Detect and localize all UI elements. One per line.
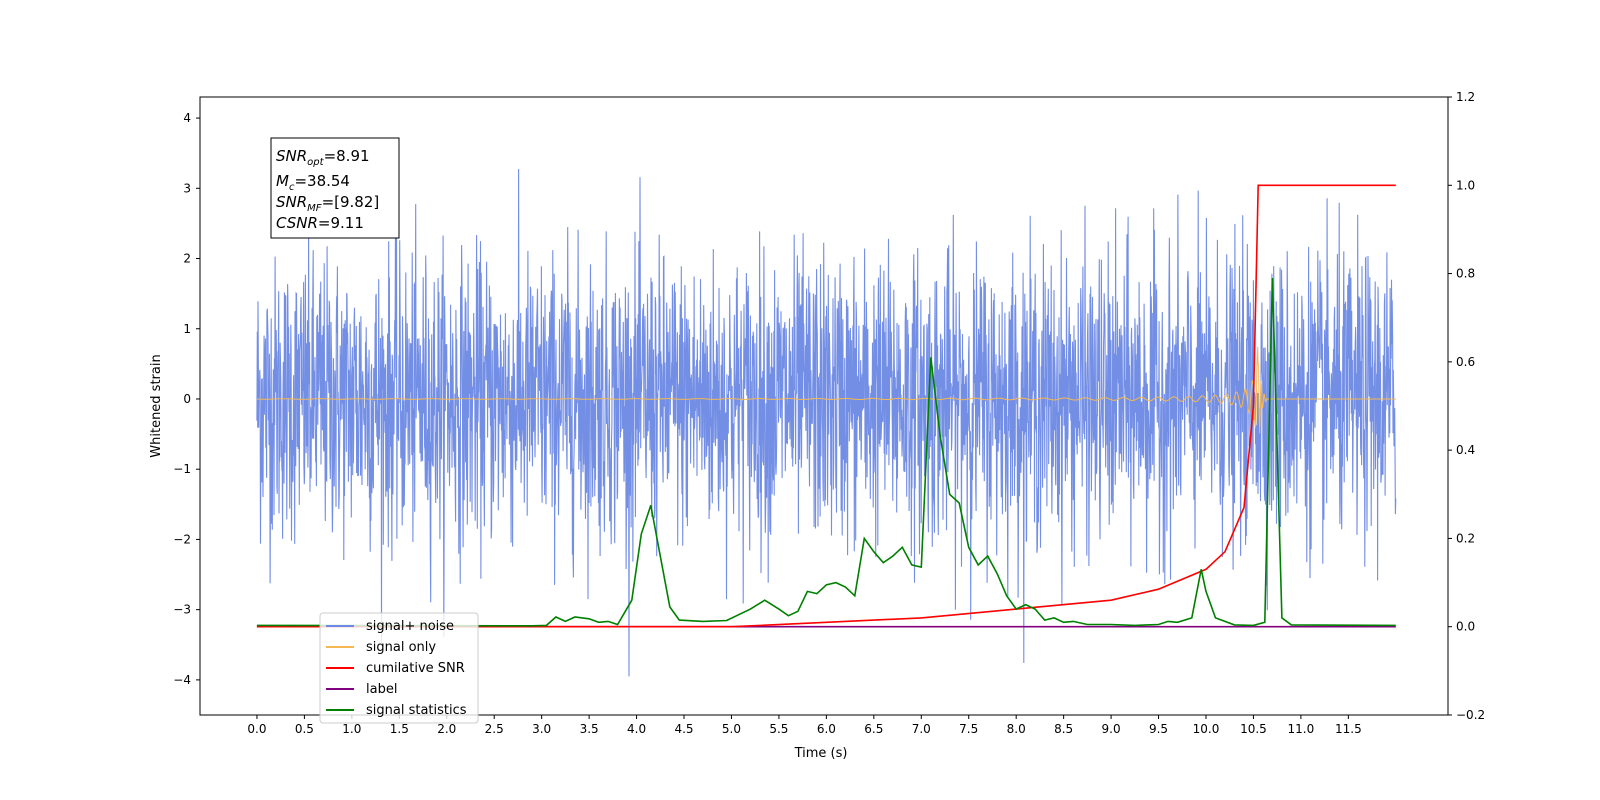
y-tick-label: −3 [173,603,191,617]
x-tick-label: 11.5 [1335,722,1362,736]
y2-tick-label: −0.2 [1456,708,1485,722]
series-signal-statistics [256,277,1396,627]
y2-tick-label: 0.4 [1456,443,1475,457]
annotation-mc: Mc=38.54 [276,172,350,193]
legend-label: signal only [366,640,436,655]
legend: signal+ noise signal only cumilative SNR la… [319,612,479,724]
x-tick-label: 10.5 [1240,722,1267,736]
y-tick-label: −2 [173,532,191,546]
x-tick-label: 3.5 [580,722,599,736]
y-tick-label: 4 [183,111,191,125]
annotation-box: SNRopt=8.91 Mc=38.54 SNRMF=[9.82] CSNR=9… [270,137,400,239]
series-signal-only [256,346,1396,434]
x-tick-label: 0.5 [295,722,314,736]
y-axis-label: Whitened strain [149,354,164,457]
x-tick-label: 5.5 [769,722,788,736]
y-axis-left: 4 3 2 1 0 −1 −2 −3 −4 [173,111,200,687]
plot-frame [199,96,1449,716]
x-tick-label: 9.5 [1149,722,1168,736]
annotation-csnr: CSNR=9.11 [276,214,364,232]
x-tick-label: 0.0 [247,722,266,736]
y-axis-right: 1.2 1.0 0.8 0.6 0.4 0.2 0.0 −0.2 [1448,90,1485,722]
x-tick-label: 4.0 [627,722,646,736]
y2-tick-label: 0.8 [1456,267,1475,281]
x-tick-label: 5.0 [722,722,741,736]
x-tick-label: 9.0 [1102,722,1121,736]
x-tick-label: 11.0 [1288,722,1315,736]
series-cumilative-snr [256,184,1396,628]
x-tick-label: 2.5 [485,722,504,736]
legend-label: signal statistics [366,703,467,718]
y2-tick-label: 0.2 [1456,531,1475,545]
x-tick-label: 6.5 [864,722,883,736]
legend-label: signal+ noise [366,619,454,634]
series-signal-noise [256,168,1397,677]
x-tick-label: 1.5 [390,722,409,736]
x-axis: 0.0 0.5 1.0 1.5 2.0 2.5 3.0 3.5 4.0 4.5 5.0 5.5 6.0 6… [247,715,1362,736]
y2-tick-label: 0.0 [1456,620,1475,634]
x-tick-label: 4.5 [674,722,693,736]
legend-label: cumilative SNR [366,661,465,676]
y-tick-label: 3 [183,181,191,195]
y-tick-label: 0 [183,392,191,406]
x-axis-label: Time (s) [794,746,848,761]
y-tick-label: −1 [173,462,191,476]
y2-tick-label: 0.6 [1456,355,1475,369]
y2-tick-label: 1.2 [1456,90,1475,104]
x-tick-label: 8.5 [1054,722,1073,736]
x-tick-label: 8.0 [1007,722,1026,736]
annotation-snr-opt: SNRopt=8.91 [276,147,370,168]
y-tick-label: 2 [183,252,191,266]
x-tick-label: 10.0 [1193,722,1220,736]
annotation-snr-mf: SNRMF=[9.82] [276,193,379,214]
x-tick-label: 7.5 [959,722,978,736]
x-tick-label: 3.0 [532,722,551,736]
y2-tick-label: 1.0 [1456,178,1475,192]
y-tick-label: −4 [173,673,191,687]
x-tick-label: 2.0 [437,722,456,736]
x-tick-label: 7.0 [912,722,931,736]
y-tick-label: 1 [183,322,191,336]
legend-label: label [366,682,397,697]
x-tick-label: 6.0 [817,722,836,736]
x-tick-label: 1.0 [342,722,361,736]
legend-frame [319,612,479,724]
